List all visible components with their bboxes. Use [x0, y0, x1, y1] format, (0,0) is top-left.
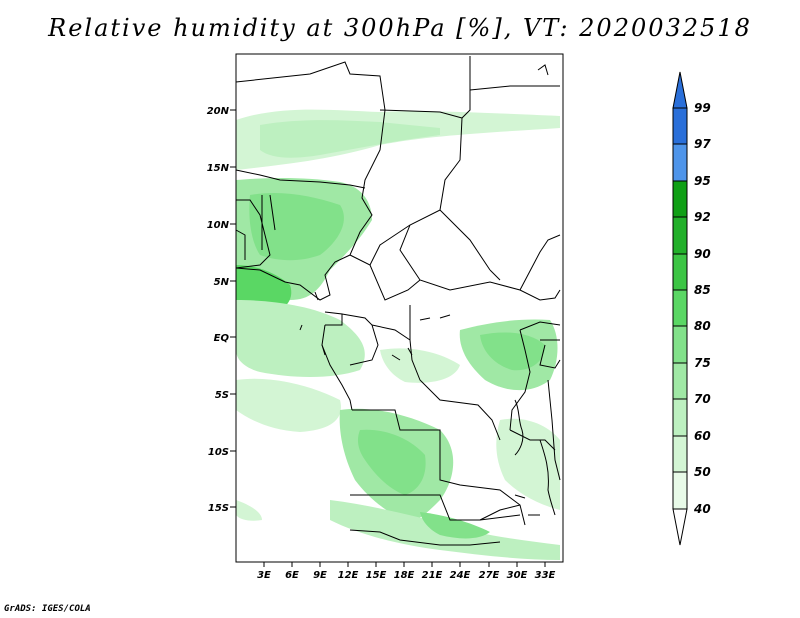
- colorbar-label: 80: [694, 319, 711, 333]
- colorbar-bin-50-60: [672, 435, 688, 473]
- lat-tick-label: EQ: [214, 333, 230, 344]
- colorbar-bin-70-75: [672, 362, 688, 400]
- humidity-south-band-core: [420, 512, 490, 539]
- lat-tick-label: 15S: [208, 503, 229, 514]
- lon-tick-label: 18E: [394, 570, 415, 581]
- lon-tick-label: 21E: [422, 570, 443, 581]
- lon-tick-label: 6E: [285, 570, 299, 581]
- lat-tick-label: 10N: [207, 220, 230, 231]
- colorbar-label: 92: [694, 210, 711, 224]
- colorbar-label: 97: [694, 137, 711, 151]
- colorbar-bin-40-50: [672, 471, 688, 510]
- country-boundaries: [235, 56, 561, 546]
- lon-axis: 3E 6E 9E 12E 15E 18E 21E 24E 27E 30E 33E: [257, 562, 556, 581]
- colorbar-label: 70: [694, 392, 711, 406]
- lon-tick-label: 12E: [338, 570, 359, 581]
- lat-tick-label: 5S: [215, 390, 229, 401]
- humidity-shading: [236, 109, 560, 560]
- colorbar-bin-60-70: [672, 398, 688, 437]
- colorbar-labels: 99 97 95 92 90 85 80 75 70 60 50 40: [693, 101, 711, 516]
- lon-tick-label: 30E: [507, 570, 528, 581]
- humidity-west-africa-core: [249, 193, 344, 261]
- colorbar-label: 85: [694, 283, 711, 297]
- humidity-congo: [380, 348, 460, 383]
- humidity-angola-core: [357, 429, 426, 495]
- lat-tick-label: 10S: [208, 447, 229, 458]
- lat-tick-label: 5N: [214, 277, 230, 288]
- colorbar-label: 50: [694, 465, 711, 479]
- lon-tick-label: 33E: [535, 570, 556, 581]
- lon-tick-label: 9E: [313, 570, 327, 581]
- colorbar-top-arrow: [672, 71, 688, 109]
- colorbar-label: 99: [694, 101, 711, 115]
- lon-tick-label: 27E: [479, 570, 500, 581]
- colorbar-bin-95-97: [672, 143, 688, 182]
- colorbar-label: 40: [693, 502, 711, 516]
- map-frame: [235, 53, 564, 563]
- colorbar-label: 60: [694, 429, 711, 443]
- humidity-sw-patch: [236, 500, 262, 521]
- colorbar: [672, 71, 688, 546]
- colorbar-bin-80-85: [672, 289, 688, 327]
- colorbar-bin-92-95: [672, 180, 688, 218]
- colorbar-label: 95: [694, 174, 711, 188]
- humidity-gulf: [236, 300, 365, 377]
- lon-tick-label: 24E: [450, 570, 471, 581]
- lat-tick-label: 20N: [207, 106, 230, 117]
- humidity-great-lakes-core: [480, 332, 545, 371]
- chart-title: Relative humidity at 300hPa [%], VT: 202…: [48, 14, 752, 42]
- humidity-band-north-inner: [260, 120, 440, 158]
- lon-tick-label: 3E: [257, 570, 271, 581]
- colorbar-bin-97-99: [672, 107, 688, 145]
- colorbar-label: 75: [694, 356, 711, 370]
- colorbar-bin-85-90: [672, 253, 688, 291]
- humidity-east: [496, 418, 560, 510]
- humidity-southwest: [236, 378, 341, 432]
- colorbar-label: 90: [694, 247, 711, 261]
- colorbar-bin-75-80: [672, 325, 688, 364]
- colorbar-bottom-arrow: [672, 508, 688, 546]
- lat-tick-label: 15N: [207, 163, 230, 174]
- lat-axis: 20N 15N 10N 5N EQ 5S 10S 15S: [207, 106, 236, 514]
- lon-tick-label: 15E: [366, 570, 387, 581]
- colorbar-bin-90-92: [672, 216, 688, 255]
- software-credit: GrADS: IGES/COLA: [4, 604, 91, 614]
